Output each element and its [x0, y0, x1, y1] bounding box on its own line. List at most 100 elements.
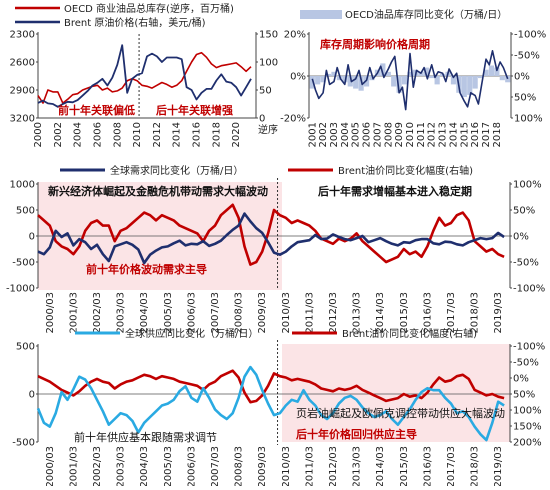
tr-x-tick-label: 2006 — [362, 122, 373, 147]
tr-annotation: 库存周期影响价格周期 — [320, 37, 430, 51]
tr-series-lines — [311, 49, 509, 111]
bot-x-tick-label: 2005/03 — [163, 446, 174, 486]
tl-right-axis-note: 逆序 — [258, 123, 278, 136]
legend-label-demand: 全球需求同比变化（万桶/日） — [110, 164, 243, 177]
tr-inventory-bar — [401, 76, 408, 85]
bot-x-tick-label: 2010/03 — [281, 446, 292, 486]
bot-x-ticks: 2000/03 2001/03 2002/03 2003/03 2004/03 2005/… — [45, 446, 504, 488]
legend-label-brent: Brent 原油价格(右轴，美元/桶) — [64, 16, 206, 29]
tl-right-tick-label: 0 — [259, 114, 265, 125]
bot-right-tick-label: 0% — [513, 374, 529, 385]
bot-annotation-early: 前十年供应基本跟随需求调节 — [74, 430, 217, 444]
bot-left-ticks: 500 0 -500 — [12, 342, 38, 449]
tr-inventory-bar — [429, 76, 435, 79]
bot-right-tick-label: 150% — [513, 422, 542, 433]
tr-left-tick-label: 0% — [290, 72, 306, 83]
tl-x-tick-label: 2010 — [132, 122, 143, 147]
tr-right-ticks: -100% -50% 0% 50% 100% — [511, 30, 546, 125]
mid-x-tick-label: 2010/03 — [281, 292, 292, 334]
mid-left-tick-label: -1000 — [6, 284, 35, 295]
tl-x-tick-label: 2004 — [73, 122, 84, 147]
tr-x-tick-label: 2003 — [329, 122, 340, 147]
mid-annotation-early: 新兴经济体崛起及金融危机带动需求大幅波动 — [48, 184, 268, 198]
tr-x-tick-label: 2007 — [372, 122, 383, 147]
tr-inventory-bar — [472, 76, 478, 89]
tl-right-tick-label: 50 — [259, 86, 272, 97]
tl-left-ticks: 2300 2600 2900 3200 — [10, 30, 38, 125]
bot-right-tick-label: -100% — [513, 342, 545, 353]
tr-right-tick-label: -50% — [514, 51, 540, 62]
mid-annotation-late: 后十年需求增幅基本进入稳定期 — [318, 184, 472, 198]
mid-x-tick-label: 2006/03 — [186, 292, 197, 334]
tr-inventory-bar — [325, 73, 332, 76]
tr-x-tick-label: 2016 — [470, 122, 481, 147]
tr-x-tick-label: 2010 — [405, 122, 416, 147]
mid-x-tick-label: 2008/03 — [234, 292, 245, 334]
bot-x-tick-label: 2007/03 — [210, 446, 221, 486]
legend-label-inventory-change: OECD油品库存同比变化（万桶/日） — [345, 8, 507, 21]
mid-x-tick-label: 2012/03 — [328, 292, 339, 334]
bot-right-ticks: -100% -50% 0% 50% 100% 150% 200% — [510, 342, 545, 449]
bot-x-tick-label: 2015/03 — [399, 446, 410, 486]
tl-left-tick-label: 3200 — [10, 114, 35, 125]
mid-series-lines — [37, 203, 505, 266]
mid-left-tick-label: 500 — [16, 206, 35, 217]
tr-brent-line — [311, 49, 509, 111]
bot-x-tick-label: 2013/03 — [352, 446, 363, 486]
tr-inventory-bar — [461, 76, 467, 97]
tr-inventory-bar — [320, 76, 326, 83]
tl-right-ticks: 150 100 50 0 — [256, 30, 278, 125]
bot-x-tick-label: 2003/03 — [116, 446, 127, 486]
bot-right-tick-label: 200% — [513, 438, 542, 449]
tr-inventory-bar — [396, 76, 402, 93]
tr-inventory-bar — [505, 76, 511, 83]
tl-x-tick-label: 2016 — [192, 122, 203, 147]
panel-inventory-vs-price: OECD 商业油品总库存(逆序，百万桶) Brent 原油价格(右轴，美元/桶)… — [10, 2, 279, 147]
tr-inventory-bar — [483, 69, 489, 76]
bot-right-tick-label: 100% — [513, 406, 542, 417]
bot-x-tick-label: 2002/03 — [92, 446, 103, 486]
legend-swatch-inventory-change — [300, 10, 342, 19]
mid-left-tick-label: 0 — [29, 232, 35, 243]
tr-inventory-bar — [477, 76, 484, 79]
tl-left-tick-label: 2900 — [10, 86, 35, 97]
tr-x-tick-label: 2012 — [427, 122, 438, 147]
mid-x-tick-label: 2002/03 — [92, 292, 103, 334]
mid-x-tick-label: 2013/03 — [352, 292, 363, 334]
bot-x-tick-label: 2009/03 — [257, 446, 268, 486]
legend-label-supply: 全球供应同比变化（万桶/日） — [125, 327, 258, 340]
tr-x-tick-label: 2018 — [492, 122, 503, 147]
tr-x-tick-label: 2014 — [448, 122, 459, 147]
tr-inventory-bar — [369, 76, 375, 81]
bot-x-tick-label: 2008/03 — [234, 446, 245, 486]
tr-x-tick-label: 2015 — [459, 122, 470, 147]
tr-left-tick-label: -20% — [280, 114, 306, 125]
tr-inventory-bar — [467, 76, 473, 95]
tr-inventory-bar — [423, 67, 429, 76]
panel-demand: 全球需求同比变化（万桶/日） Brent油价同比变化幅度(右轴) 1000 500… — [6, 164, 545, 334]
mid-brent-line — [37, 203, 505, 266]
mid-right-tick-label: 50% — [513, 206, 535, 217]
mid-demand-line — [37, 212, 505, 265]
mid-right-tick-label: 0% — [513, 232, 529, 243]
tl-x-tick-label: 2020 — [231, 122, 242, 147]
mid-x-tick-label: 2009/03 — [257, 292, 268, 334]
tl-x-tick-label: 2002 — [53, 122, 64, 147]
tr-inventory-bar — [353, 76, 359, 89]
mid-x-tick-label: 2017/03 — [446, 292, 457, 334]
bot-x-tick-label: 2006/03 — [186, 446, 197, 486]
bot-x-tick-label: 2019/03 — [493, 446, 504, 486]
tr-x-tick-label: 2011 — [416, 122, 427, 147]
panel-supply: 全球供应同比变化（万桶/日） Brent油价同比变化幅度(右轴) 500 0 -50… — [12, 327, 545, 488]
tr-x-tick-label: 2013 — [438, 122, 449, 147]
bot-x-tick-label: 2018/03 — [470, 446, 481, 486]
mid-left-ticks: 1000 500 0 -500 -1000 — [6, 180, 38, 295]
mid-x-tick-label: 2005/03 — [163, 292, 174, 334]
panel-inventory-change: OECD油品库存同比变化（万桶/日） 20% 0% -20% -100% -50% 0%… — [280, 8, 546, 147]
mid-right-tick-label: 100% — [513, 180, 542, 191]
mid-x-tick-label: 2019/03 — [493, 292, 504, 334]
mid-x-tick-label: 2001/03 — [68, 292, 79, 334]
mid-right-tick-label: -100% — [513, 284, 545, 295]
tr-inventory-bar — [407, 71, 413, 76]
